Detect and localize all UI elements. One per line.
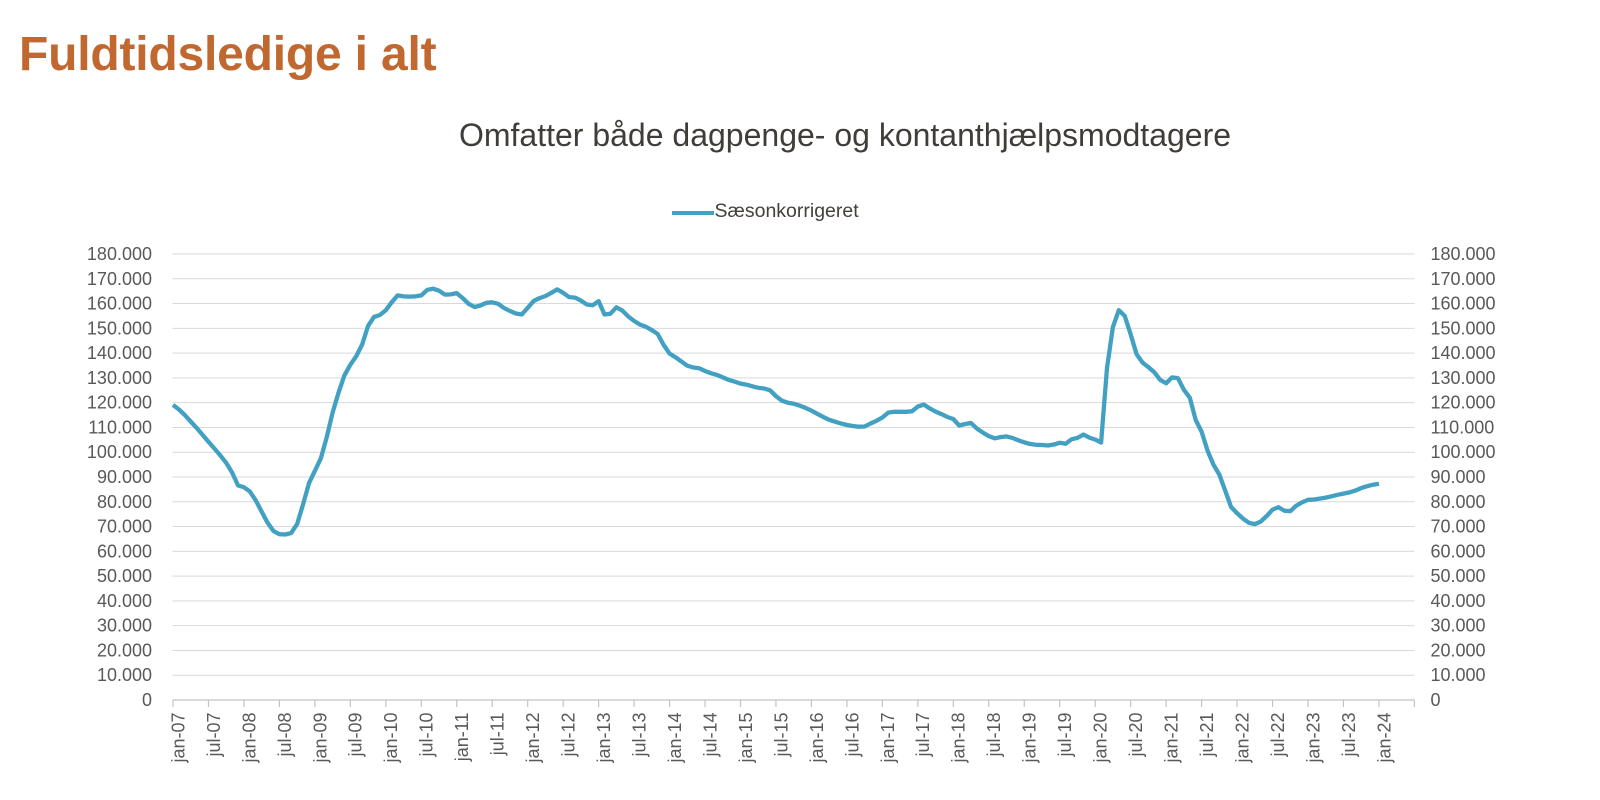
svg-text:jan-18: jan-18 — [949, 713, 969, 764]
svg-text:90.000: 90.000 — [97, 467, 152, 487]
svg-text:jul-23: jul-23 — [1339, 713, 1359, 758]
svg-text:jan-22: jan-22 — [1232, 713, 1252, 764]
svg-text:80.000: 80.000 — [97, 492, 152, 512]
svg-text:40.000: 40.000 — [97, 591, 152, 611]
svg-text:40.000: 40.000 — [1431, 591, 1486, 611]
svg-text:50.000: 50.000 — [1431, 566, 1486, 586]
svg-text:70.000: 70.000 — [1431, 517, 1486, 537]
svg-text:100.000: 100.000 — [87, 442, 152, 462]
svg-text:jan-14: jan-14 — [665, 713, 685, 764]
svg-text:170.000: 170.000 — [87, 269, 152, 289]
svg-text:150.000: 150.000 — [1431, 318, 1496, 338]
svg-text:120.000: 120.000 — [87, 393, 152, 413]
svg-text:120.000: 120.000 — [1431, 393, 1496, 413]
svg-text:jan-12: jan-12 — [523, 713, 543, 764]
svg-text:160.000: 160.000 — [1431, 294, 1496, 314]
svg-text:jul-17: jul-17 — [913, 713, 933, 758]
svg-text:150.000: 150.000 — [87, 318, 152, 338]
svg-text:0: 0 — [142, 690, 152, 710]
svg-text:jan-16: jan-16 — [807, 713, 827, 764]
svg-text:110.000: 110.000 — [88, 417, 152, 437]
svg-text:140.000: 140.000 — [87, 343, 152, 363]
svg-text:jan-23: jan-23 — [1303, 713, 1323, 764]
svg-text:130.000: 130.000 — [87, 368, 152, 388]
svg-text:60.000: 60.000 — [97, 541, 152, 561]
svg-text:jul-10: jul-10 — [417, 713, 437, 758]
svg-text:0: 0 — [1431, 690, 1441, 710]
svg-text:140.000: 140.000 — [1431, 343, 1496, 363]
svg-text:90.000: 90.000 — [1431, 467, 1486, 487]
svg-text:130.000: 130.000 — [1431, 368, 1496, 388]
svg-text:jul-11: jul-11 — [488, 713, 508, 757]
svg-text:160.000: 160.000 — [87, 294, 152, 314]
svg-text:jul-21: jul-21 — [1197, 713, 1217, 758]
svg-text:60.000: 60.000 — [1431, 541, 1486, 561]
svg-text:jan-09: jan-09 — [310, 713, 330, 764]
svg-text:70.000: 70.000 — [97, 517, 152, 537]
svg-text:180.000: 180.000 — [87, 244, 152, 264]
svg-text:jan-19: jan-19 — [1020, 713, 1040, 764]
svg-text:30.000: 30.000 — [1431, 616, 1486, 636]
svg-text:jan-24: jan-24 — [1374, 713, 1394, 764]
svg-text:jan-17: jan-17 — [878, 713, 898, 764]
svg-text:jul-14: jul-14 — [700, 713, 720, 758]
svg-text:jan-20: jan-20 — [1091, 713, 1111, 764]
svg-text:jan-11: jan-11 — [452, 713, 472, 763]
svg-text:jul-20: jul-20 — [1126, 713, 1146, 758]
svg-text:110.000: 110.000 — [1431, 417, 1495, 437]
svg-text:jul-07: jul-07 — [204, 713, 224, 758]
svg-text:jul-13: jul-13 — [629, 713, 649, 758]
svg-text:20.000: 20.000 — [97, 640, 152, 660]
svg-text:jul-16: jul-16 — [842, 713, 862, 758]
svg-text:jul-12: jul-12 — [559, 713, 579, 758]
svg-text:jan-07: jan-07 — [168, 713, 188, 764]
svg-text:jan-10: jan-10 — [381, 713, 401, 764]
svg-text:180.000: 180.000 — [1431, 244, 1496, 264]
svg-text:jul-08: jul-08 — [275, 713, 295, 758]
svg-text:jan-08: jan-08 — [239, 713, 259, 764]
svg-text:jul-22: jul-22 — [1268, 713, 1288, 758]
svg-text:10.000: 10.000 — [1431, 665, 1486, 685]
svg-text:jan-13: jan-13 — [594, 713, 614, 764]
svg-text:jul-18: jul-18 — [984, 712, 1004, 757]
svg-text:80.000: 80.000 — [1431, 492, 1486, 512]
svg-text:jan-21: jan-21 — [1162, 713, 1182, 764]
svg-text:100.000: 100.000 — [1431, 442, 1496, 462]
svg-text:jul-09: jul-09 — [346, 713, 366, 758]
svg-text:jul-15: jul-15 — [771, 713, 791, 758]
svg-text:20.000: 20.000 — [1431, 640, 1486, 660]
svg-text:30.000: 30.000 — [97, 616, 152, 636]
svg-text:50.000: 50.000 — [97, 566, 152, 586]
svg-text:170.000: 170.000 — [1431, 269, 1496, 289]
svg-text:10.000: 10.000 — [97, 665, 152, 685]
svg-text:jul-19: jul-19 — [1055, 713, 1075, 758]
svg-text:jan-15: jan-15 — [736, 713, 756, 764]
